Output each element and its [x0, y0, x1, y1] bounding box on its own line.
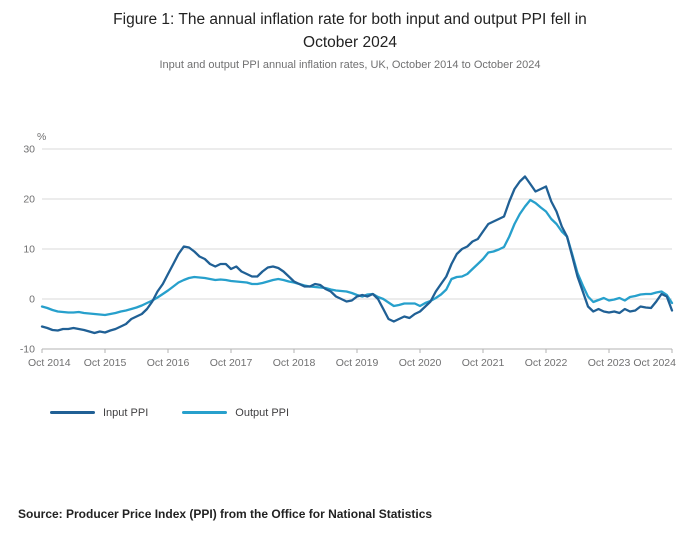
y-axis-tick-label: 10	[23, 243, 35, 255]
chart-legend: Input PPI Output PPI	[50, 407, 700, 419]
ppi-line-chart: 30 20 10 0 -10% Oct 2014 Oct 2015 Oct 2016 Oct 2…	[20, 131, 676, 369]
x-axis-tick-label: Oct 2014	[28, 357, 71, 369]
y-axis-tick-label: 30	[23, 143, 35, 155]
y-axis-tick-label: -10	[20, 343, 35, 355]
input-ppi-line	[40, 174, 674, 334]
x-axis-tick-label: Oct 2021	[462, 357, 505, 369]
figure-header: Figure 1: The annual inflation rate for …	[0, 0, 700, 71]
source-note: Source: Producer Price Index (PPI) from …	[18, 506, 433, 521]
x-axis-tick-label: Oct 2015	[84, 357, 127, 369]
x-axis-tick-label: Oct 2017	[210, 357, 253, 369]
x-axis-tick-label: Oct 2022	[525, 357, 568, 369]
x-axis-tick-label: Oct 2023	[588, 357, 631, 369]
output-ppi-line-swatch-icon	[182, 410, 228, 415]
x-axis-tick-label: Oct 2016	[147, 357, 190, 369]
figure-subtitle: Input and output PPI annual inflation ra…	[159, 58, 541, 71]
legend-label-input-ppi: Input PPI	[103, 406, 149, 419]
figure-title-line-2: October 2024	[303, 34, 397, 52]
x-axis-tick-label: Oct 2024	[633, 357, 676, 369]
figure-title-line-1: Figure 1: The annual inflation rate for …	[113, 11, 587, 28]
y-axis-unit-label: %	[37, 131, 46, 143]
y-axis-tick-label: 20	[23, 193, 35, 205]
legend-label-output-ppi: Output PPI	[235, 406, 290, 419]
x-axis-tick-label: Oct 2018	[273, 357, 316, 369]
y-axis-tick-label: 0	[29, 293, 35, 305]
x-axis-tick-label: Oct 2019	[336, 357, 379, 369]
legend-item-input-ppi: Input PPI	[50, 407, 148, 419]
legend-item-output-ppi: Output PPI	[182, 407, 289, 419]
x-axis-tick-label: Oct 2020	[399, 357, 442, 369]
input-ppi-line-swatch-icon	[50, 410, 95, 415]
